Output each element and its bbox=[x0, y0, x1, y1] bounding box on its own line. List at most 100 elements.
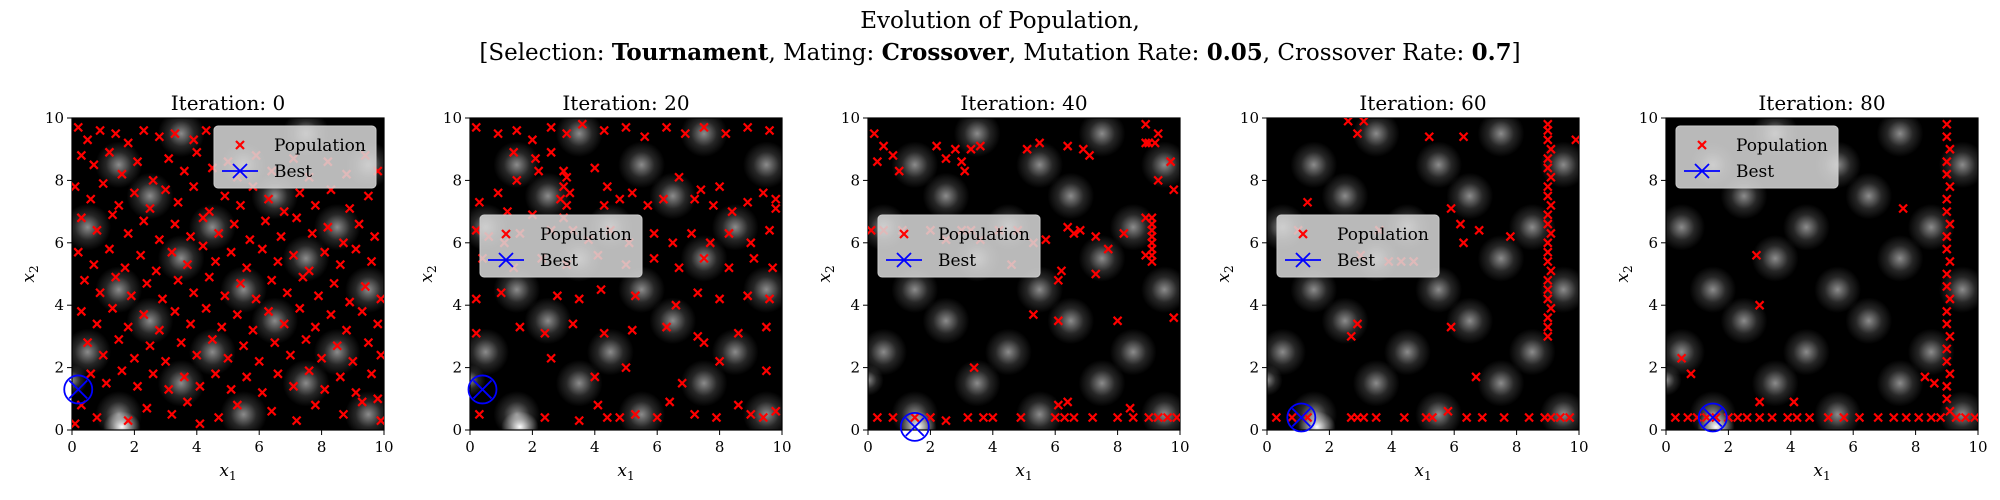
population-point bbox=[138, 309, 149, 320]
population-point bbox=[614, 412, 625, 423]
legend-best-label: Best bbox=[274, 162, 312, 182]
population-point bbox=[185, 231, 196, 242]
y-tick-label: 10 bbox=[443, 109, 462, 127]
population-point bbox=[593, 400, 603, 410]
population-point bbox=[1062, 141, 1073, 151]
population-point bbox=[1543, 209, 1553, 220]
population-point bbox=[680, 128, 691, 139]
population-point bbox=[110, 272, 121, 282]
population-point bbox=[643, 200, 653, 211]
subplot-title: Iteration: 40 bbox=[960, 91, 1087, 115]
population-point bbox=[1767, 412, 1777, 423]
legend-best-label: Best bbox=[540, 251, 578, 271]
population-point bbox=[1942, 319, 1952, 329]
population-point bbox=[1499, 412, 1509, 423]
population-point bbox=[257, 387, 268, 398]
y-tick-label: 0 bbox=[1648, 421, 1658, 439]
population-point bbox=[163, 384, 174, 395]
x-tick-label: 6 bbox=[254, 438, 264, 456]
population-point bbox=[1711, 412, 1721, 423]
population-point bbox=[1427, 412, 1438, 423]
population-point bbox=[1942, 281, 1952, 292]
population-point bbox=[1543, 256, 1553, 267]
x-tick-label: 10 bbox=[1170, 438, 1189, 456]
population-point bbox=[154, 325, 165, 335]
population-point bbox=[561, 172, 572, 183]
population-point bbox=[132, 156, 143, 167]
population-point bbox=[95, 287, 105, 298]
population-point bbox=[326, 309, 336, 320]
plot-frame bbox=[867, 117, 1181, 431]
y-tick-label: 8 bbox=[452, 171, 462, 189]
figure-title-line2: [Selection: Tournament, Mating: Crossove… bbox=[0, 37, 2000, 69]
population-point bbox=[195, 418, 205, 429]
population-point bbox=[1546, 303, 1556, 314]
population-point bbox=[1901, 412, 1912, 423]
population-point bbox=[963, 412, 973, 423]
population-point bbox=[1271, 412, 1282, 423]
population-point bbox=[351, 387, 361, 398]
population-point bbox=[761, 365, 772, 376]
title-text-crossover-prefix: , Crossover Rate: bbox=[1262, 40, 1472, 66]
population-point bbox=[1945, 219, 1955, 229]
population-point bbox=[599, 200, 609, 211]
x-tick-label: 0 bbox=[67, 438, 77, 456]
population-point bbox=[512, 175, 522, 186]
population-point bbox=[746, 238, 756, 248]
population-point bbox=[546, 122, 556, 133]
population-point bbox=[73, 247, 84, 257]
population-point bbox=[176, 337, 186, 348]
population-point bbox=[661, 122, 672, 133]
population-point bbox=[1670, 412, 1681, 423]
population-point bbox=[173, 197, 183, 208]
population-point bbox=[291, 213, 302, 223]
population-point bbox=[95, 125, 105, 136]
population-point bbox=[273, 256, 283, 267]
population-point bbox=[138, 216, 149, 226]
y-tick-label: 4 bbox=[850, 296, 860, 314]
population-point bbox=[496, 287, 506, 298]
population-point bbox=[135, 250, 146, 261]
population-point bbox=[602, 181, 613, 192]
population-point bbox=[291, 415, 302, 426]
population-point bbox=[689, 194, 700, 204]
subplot-0: Iteration: 0 0 2 4 6 8 10 0 2 4 6 8 10 x1 x2 Population… bbox=[19, 91, 394, 483]
population-point bbox=[1942, 119, 1952, 130]
legend-population-marker bbox=[1298, 229, 1308, 239]
population-point bbox=[329, 278, 339, 289]
population-point bbox=[285, 350, 296, 360]
population-point bbox=[1543, 135, 1553, 145]
population-point bbox=[1443, 406, 1453, 417]
population-point bbox=[1084, 150, 1095, 161]
subplot-1: Iteration: 20 0 2 4 6 8 10 0 2 4 6 8 10 x1 x2 Populatio… bbox=[417, 91, 792, 483]
population-point bbox=[474, 197, 485, 208]
population-point bbox=[198, 213, 208, 223]
legend-best-marker bbox=[222, 163, 258, 179]
population-point bbox=[213, 412, 224, 423]
y-tick-label: 0 bbox=[1249, 421, 1259, 439]
population-point bbox=[366, 256, 377, 267]
population-point bbox=[220, 291, 230, 301]
population-point bbox=[674, 172, 684, 183]
x-tick-label: 10 bbox=[374, 438, 393, 456]
title-text-mutation-prefix: , Mutation Rate: bbox=[1008, 40, 1207, 66]
population-point bbox=[188, 287, 199, 298]
y-tick-label: 8 bbox=[1249, 171, 1259, 189]
population-point bbox=[1128, 412, 1138, 423]
population-point bbox=[279, 319, 289, 329]
best-point bbox=[899, 411, 930, 442]
population-point bbox=[1942, 344, 1952, 354]
population-point bbox=[699, 253, 709, 264]
y-tick-label: 10 bbox=[1639, 109, 1658, 127]
y-tick-label: 6 bbox=[452, 234, 462, 252]
population-point bbox=[565, 188, 575, 198]
population-point bbox=[1352, 319, 1363, 329]
population-point bbox=[1543, 153, 1553, 164]
population-point bbox=[1140, 250, 1151, 261]
population-point bbox=[104, 244, 115, 254]
population-point bbox=[1524, 412, 1534, 423]
x-tick-label: 4 bbox=[590, 438, 600, 456]
population-point bbox=[727, 206, 737, 217]
population-point bbox=[959, 166, 970, 176]
